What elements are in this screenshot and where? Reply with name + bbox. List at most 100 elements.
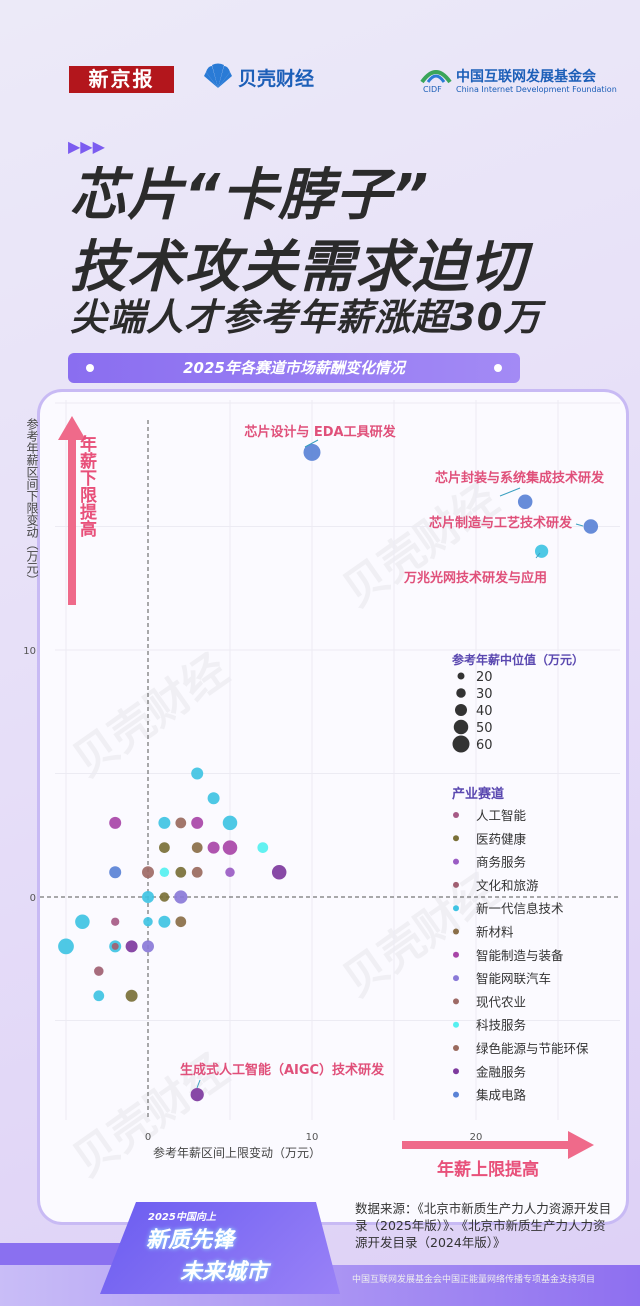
size-legend-label: 20 (476, 670, 493, 685)
size-legend-marker (455, 704, 467, 716)
category-legend-marker (453, 835, 459, 842)
data-point (191, 842, 203, 853)
data-point (222, 840, 238, 855)
x-tick-label: 20 (470, 1132, 483, 1143)
data-point (159, 842, 170, 853)
data-point (271, 865, 287, 880)
data-point (303, 443, 321, 461)
data-point (142, 866, 154, 879)
category-legend-label: 智能制造与装备 (476, 948, 564, 963)
category-legend-marker (453, 975, 459, 982)
y-arrow-icon (58, 416, 86, 605)
data-point (109, 866, 122, 879)
data-point (191, 767, 204, 780)
size-legend-marker (452, 735, 470, 753)
title-line-3: 尖端人才参考年薪涨超30万 (70, 296, 542, 339)
category-legend-label: 集成电路 (476, 1088, 527, 1103)
badge-year: 2025中国向上 (148, 1212, 216, 1223)
category-legend-marker (453, 881, 459, 888)
category-legend-label: 医药健康 (476, 831, 527, 846)
data-point (94, 966, 104, 976)
point-annotation: 芯片封装与系统集成技术研发 (435, 470, 605, 486)
data-point (583, 519, 599, 534)
y-tick-label: 10 (23, 646, 36, 657)
data-point (109, 816, 122, 829)
data-point (125, 989, 138, 1002)
category-legend-marker (453, 998, 459, 1005)
annotation-leader (196, 1079, 201, 1089)
data-point (125, 940, 138, 953)
badge-line-2: 未来城市 (180, 1260, 269, 1285)
x-axis-label: 参考年薪区间上限变动（万元） (153, 1145, 321, 1160)
data-point (190, 1087, 204, 1102)
data-point (93, 990, 105, 1002)
category-legend-marker (453, 905, 459, 912)
data-point (191, 816, 204, 829)
badge-line-1: 新质先锋 (146, 1228, 235, 1253)
annotation-leader (304, 439, 319, 448)
category-legend-label: 文化和旅游 (476, 878, 539, 893)
category-legend-label: 现代农业 (476, 994, 526, 1009)
annotation-leader (535, 552, 541, 559)
beike-logo-text: 贝壳财经 (238, 67, 315, 90)
x-tick-label: 10 (306, 1132, 319, 1143)
data-point (158, 816, 171, 829)
data-point (158, 915, 171, 928)
point-annotation: 芯片制造与工艺技术研发 (429, 515, 573, 531)
data-point (534, 544, 549, 558)
beike-logo: 贝壳财经 (202, 62, 314, 92)
size-legend-marker (457, 672, 465, 680)
dot-icon (86, 364, 94, 372)
category-legend-label: 金融服务 (476, 1064, 526, 1079)
point-annotation: 生成式人工智能（AIGC）技术研发 (180, 1062, 385, 1078)
cidf-logo: CIDF 中国互联网发展基金会 China Internet Developme… (420, 66, 617, 94)
size-legend-label: 30 (476, 687, 493, 702)
x-arrow-label: 年薪上限提高 (437, 1159, 539, 1180)
size-legend-marker (453, 719, 469, 735)
data-point (207, 841, 220, 854)
title-line-2: 技术攻关需求迫切 (70, 235, 526, 300)
category-legend-marker (453, 858, 459, 865)
dot-icon (494, 364, 502, 372)
data-point (58, 938, 74, 955)
campaign-badge (100, 1202, 340, 1294)
cidf-abbr: CIDF (423, 85, 442, 94)
data-point (142, 891, 154, 903)
data-source: 数据来源：《北京市新质生产力人力资源开发目录（2025年版）》、《北京市新质生产… (355, 1201, 612, 1250)
data-point (143, 916, 153, 927)
annotation-leader (499, 487, 521, 497)
badge-stripe (0, 1243, 130, 1265)
category-legend-label: 新一代信息技术 (476, 901, 564, 916)
category-legend-marker (453, 1045, 459, 1051)
category-legend-marker (453, 1091, 459, 1098)
cidf-name-cn: 中国互联网发展基金会 (456, 69, 596, 85)
title-line-1: 芯片“卡脖子” (70, 163, 430, 228)
category-legend-label: 科技服务 (476, 1018, 526, 1033)
data-point (207, 792, 220, 805)
data-point (222, 815, 238, 831)
size-legend-label: 50 (476, 721, 493, 736)
data-point (159, 867, 170, 878)
chart-title: 2025年各赛道市场薪酬变化情况 (183, 359, 405, 377)
category-legend-label: 智能网联汽车 (476, 971, 551, 986)
category-legend-label: 人工智能 (476, 808, 527, 823)
cidf-emblem-icon (420, 70, 452, 84)
data-point (257, 842, 269, 853)
category-legend-title: 产业赛道 (452, 786, 504, 802)
category-legend-marker (453, 928, 459, 935)
point-annotation: 万兆光网技术研发与应用 (403, 570, 547, 586)
data-point (225, 867, 235, 878)
y-tick-label: 0 (30, 893, 36, 904)
x-arrow-icon (402, 1131, 594, 1159)
shell-icon (204, 63, 232, 88)
data-point (175, 916, 187, 928)
category-legend-marker (453, 1021, 459, 1028)
cidf-name-en: China Internet Development Foundation (456, 85, 617, 94)
size-legend-title: 参考年薪中位值（万元） (452, 652, 584, 667)
data-point (175, 866, 187, 878)
size-legend-label: 60 (476, 738, 493, 753)
xjb-logo: 新京报 (69, 66, 174, 93)
data-point (111, 942, 119, 950)
category-legend-label: 新材料 (476, 925, 514, 940)
